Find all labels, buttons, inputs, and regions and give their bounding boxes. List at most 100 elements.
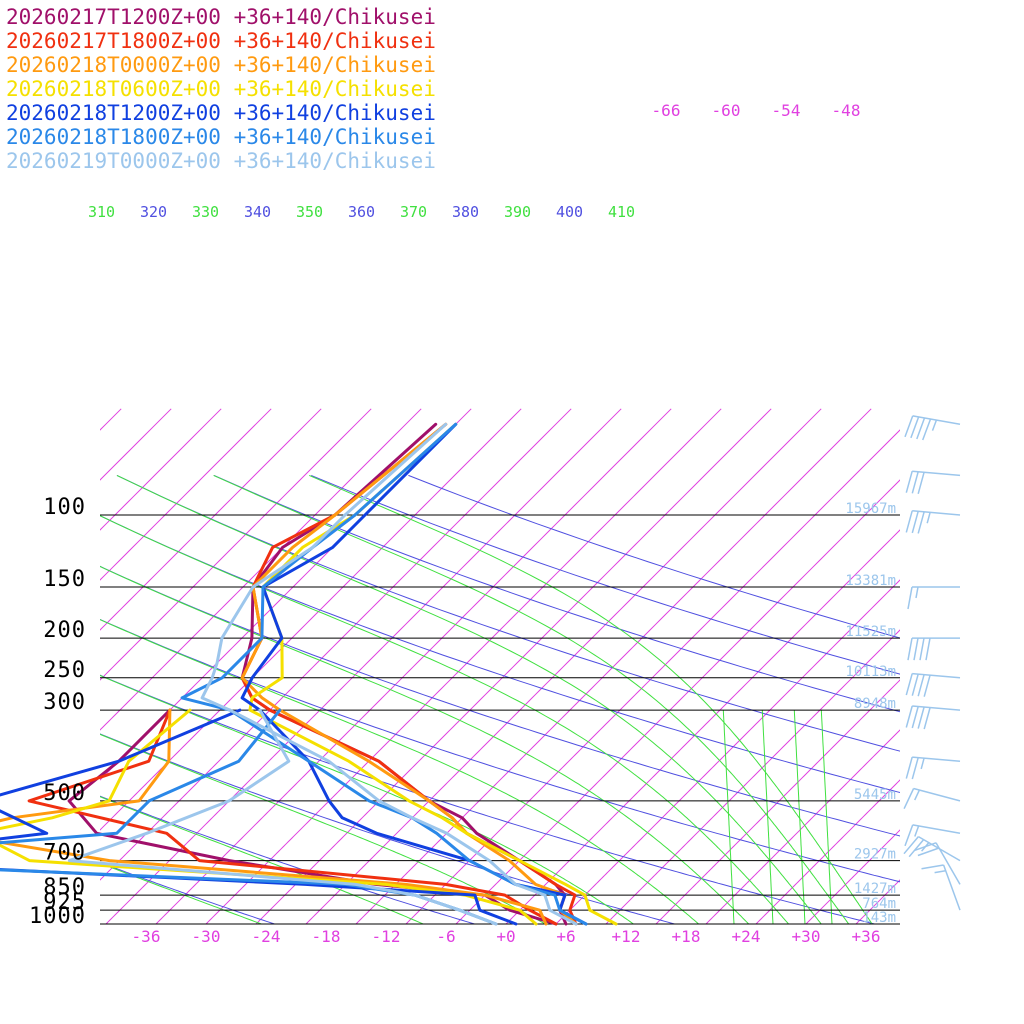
wind-barb (903, 787, 961, 810)
wind-barb-flag (917, 511, 925, 534)
temperature-tick-label: +18 (672, 927, 701, 946)
wind-barb-half-flag (915, 586, 919, 599)
moist-adiabat-line (722, 710, 735, 925)
dry-adiabat-line (100, 733, 675, 925)
isotherm-line (655, 679, 900, 925)
temperature-profile-line (240, 422, 578, 926)
pressure-label: 850 (43, 875, 86, 900)
isotherm-line (605, 629, 900, 925)
wind-barb-flag (904, 415, 914, 438)
height-label: 8948m (854, 696, 896, 712)
isotherm-line (855, 879, 900, 925)
wind-barb-half-flag (931, 419, 938, 431)
wind-barb-flag (923, 707, 931, 730)
isotherm-line (100, 408, 572, 881)
isotherm-line (255, 408, 772, 925)
wind-barb (914, 842, 961, 885)
isotherm-line (956, 409, 1024, 924)
isotherm-line (1006, 409, 1024, 924)
wind-barb-flag (905, 510, 913, 533)
temperature-profile-line (240, 422, 588, 926)
wind-barb-half-flag (920, 757, 925, 770)
height-label: 1427m (854, 881, 896, 897)
height-label: 11525m (845, 624, 896, 640)
temperature-tick-label: +24 (732, 927, 761, 946)
theta-label: 310 (88, 203, 115, 221)
wind-barbs (903, 415, 961, 911)
wind-barb-flag (921, 864, 944, 870)
wind-barb-staff (912, 824, 961, 835)
wind-barb-flag (903, 836, 919, 855)
wind-barb-staff (935, 842, 961, 885)
dry-adiabat-lines (100, 474, 900, 925)
temperature-profile-line (240, 422, 578, 926)
moist-adiabat-line (100, 862, 262, 925)
dewpoint-profile-line (0, 708, 518, 926)
dry-adiabat-line (100, 861, 275, 925)
temperature-profile-line (200, 422, 578, 926)
wind-barb-flag (917, 706, 925, 729)
theta-label: 410 (608, 203, 635, 221)
temperature-tick-label: +36 (852, 927, 881, 946)
wind-barb-flag (917, 674, 925, 697)
wind-barb-staff (912, 705, 961, 711)
dry-adiabat-line (116, 474, 900, 752)
wind-barb-flag (911, 511, 919, 534)
moist-adiabat-line (100, 619, 699, 925)
upper-temperature-label: -60 (712, 101, 741, 120)
wind-barb-flag (916, 417, 926, 440)
sounding-profiles (0, 422, 618, 926)
legend-entry: 20260217T1800Z+00 +36+140/Chikusei (6, 29, 436, 53)
wind-barb-flag (913, 637, 919, 661)
wind-barb (905, 756, 961, 780)
wind-barb-flag (905, 471, 913, 493)
pressure-label: 200 (43, 618, 86, 643)
dewpoint-profile-line (0, 708, 548, 926)
isotherm-line (505, 529, 900, 925)
upper-temperature-label: -48 (832, 101, 861, 120)
isotherm-line (755, 779, 900, 925)
isotherm-line (355, 408, 872, 925)
temperature-tick-label: +6 (556, 927, 575, 946)
theta-label: 400 (556, 203, 583, 221)
wind-barb-staff (913, 787, 961, 802)
wind-barb-staff (912, 756, 961, 762)
legend-entry: 20260217T1200Z+00 +36+140/Chikusei (6, 5, 436, 29)
pressure-label: 700 (43, 841, 86, 866)
wind-barb (921, 864, 961, 911)
moist-adiabat-line (100, 565, 750, 925)
upper-temperature-label: -66 (652, 101, 681, 120)
isotherm-line (205, 408, 722, 925)
wind-barb (907, 586, 961, 610)
wind-barb-staff (942, 864, 961, 911)
isotherm-line (705, 729, 900, 925)
height-label: 5445m (854, 787, 896, 803)
dry-adiabat-line (100, 674, 875, 925)
wind-barb (905, 510, 961, 534)
dry-adiabat-line (213, 474, 900, 713)
legend-entry: 20260218T1200Z+00 +36+140/Chikusei (6, 101, 436, 125)
theta-label: 360 (348, 203, 375, 221)
wind-barb-staff (912, 672, 961, 679)
moist-adiabat-line (820, 710, 833, 925)
wind-barb-flag (904, 824, 914, 847)
wind-barb-flag (925, 637, 931, 661)
height-label: 15967m (845, 501, 896, 517)
wind-barb-flag (921, 418, 932, 441)
wind-barb-flag (911, 673, 919, 696)
theta-label: 390 (504, 203, 531, 221)
isotherm-line (100, 408, 422, 731)
wind-barb (905, 672, 961, 697)
wind-barb-flag (905, 705, 913, 728)
legend-entry: 20260218T0000Z+00 +36+140/Chikusei (6, 53, 436, 77)
wind-barb-half-flag (914, 789, 921, 801)
wind-barb-flag (907, 637, 913, 661)
wind-barb-flag (917, 847, 940, 857)
temperature-tick-label: -24 (252, 927, 281, 946)
wind-barb-flag (911, 471, 919, 494)
moist-adiabat-line (793, 710, 806, 925)
dewpoint-profile-line (67, 708, 498, 926)
temperature-tick-label: -30 (192, 927, 221, 946)
isotherm-line (805, 829, 900, 925)
pressure-label: 1000 (29, 904, 86, 929)
